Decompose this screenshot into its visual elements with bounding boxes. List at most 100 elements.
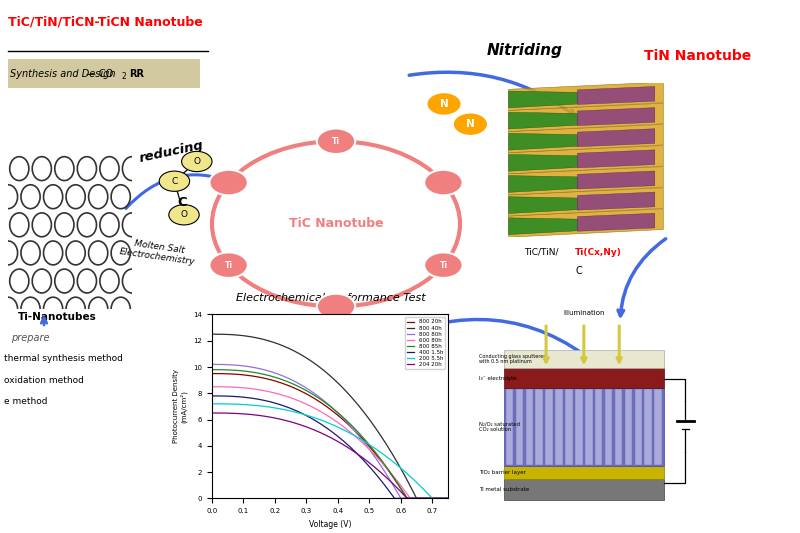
800 20h [386,470,395,477]
Text: Ti(Cx,Ny): Ti(Cx,Ny) [574,248,622,257]
Bar [575,389,582,465]
800 40h [304,357,314,363]
800 20h [384,469,394,475]
Text: O: O [194,157,200,166]
800 80h [453,495,462,502]
Text: Ti-Nanotubes: Ti-Nanotubes [18,312,96,322]
800 85h [403,495,413,502]
Polygon shape [509,209,663,237]
800 40h [384,446,394,452]
Polygon shape [509,197,578,214]
800 40h [207,331,217,337]
Text: — CO: — CO [86,69,114,78]
Polygon shape [578,108,654,126]
204 20h [386,478,395,484]
600 80h [386,469,395,475]
400 1.5h [390,495,399,502]
400 1.5h [384,488,394,494]
800 85h [207,367,217,373]
Bar [645,389,652,465]
Bar [526,389,533,465]
Text: prepare: prepare [11,333,50,343]
800 80h [237,362,246,369]
Text: TiN Nanotube: TiN Nanotube [644,49,751,63]
Text: RR: RR [129,69,144,78]
Bar [565,389,573,465]
400 1.5h [237,394,246,400]
Bar [555,389,563,465]
800 40h [412,495,422,502]
Bar [634,389,642,465]
200 5.5h [207,401,217,407]
800 85h [384,467,394,474]
Text: Ti: Ti [225,261,233,270]
800 80h [386,478,395,484]
Text: TiC Nanotube: TiC Nanotube [289,217,383,230]
Circle shape [210,170,248,195]
Text: TiC/TiN/TiCN-TiCN Nanotube: TiC/TiN/TiCN-TiCN Nanotube [8,16,202,29]
Circle shape [317,128,355,154]
Circle shape [424,170,462,195]
Bar [504,466,664,479]
800 20h [304,392,314,399]
Polygon shape [578,192,654,210]
800 85h [453,495,462,502]
800 40h [237,332,246,338]
200 5.5h [384,456,394,462]
Text: C: C [177,196,186,208]
800 20h [453,495,462,502]
600 80h [287,395,297,401]
800 80h [362,442,371,449]
Bar [625,389,632,465]
800 80h [396,495,406,502]
800 40h [386,448,395,454]
Text: e method: e method [4,397,47,406]
Line: 600 80h: 600 80h [212,387,458,498]
Text: Ti metal substrate: Ti metal substrate [479,487,529,492]
800 85h [386,470,395,476]
800 20h [287,384,297,390]
Polygon shape [578,171,654,189]
Bar [535,389,543,465]
Bar [504,368,664,387]
800 85h [287,380,297,386]
800 85h [237,368,246,374]
200 5.5h [453,495,462,502]
Text: oxidation method: oxidation method [4,376,84,385]
204 20h [453,495,462,502]
Text: Electrochemical Performance Test: Electrochemical Performance Test [235,293,426,303]
Line: 800 40h: 800 40h [212,334,458,498]
204 20h [362,457,371,464]
800 20h [237,372,246,378]
200 5.5h [428,495,438,502]
800 20h [362,440,371,446]
400 1.5h [287,406,297,412]
Line: 800 20h: 800 20h [212,374,458,498]
Bar [585,389,593,465]
Text: C: C [171,177,178,185]
204 20h [403,495,413,502]
Polygon shape [509,155,578,171]
Circle shape [424,253,462,278]
Bar [516,389,523,465]
Text: Ti: Ti [439,261,447,270]
Polygon shape [509,124,663,152]
Text: Synthesis and Design: Synthesis and Design [10,69,116,78]
Polygon shape [578,86,654,104]
200 5.5h [362,440,371,446]
Text: N: N [466,119,474,129]
800 85h [304,389,314,395]
Polygon shape [578,129,654,147]
Text: thermal synthesis method: thermal synthesis method [4,354,123,364]
Text: Nitriding: Nitriding [486,43,562,58]
200 5.5h [304,413,314,419]
Circle shape [210,253,248,278]
600 80h [207,384,217,390]
800 40h [453,495,462,502]
800 80h [384,475,394,482]
Text: Illumination: Illumination [563,310,605,316]
Legend: 800 20h, 800 40h, 800 80h, 600 80h, 800 85h, 400 1.5h, 200 5.5h, 204 20h: 800 20h, 800 40h, 800 80h, 600 80h, 800 … [405,317,446,369]
400 1.5h [207,393,217,399]
Circle shape [169,205,199,225]
200 5.5h [287,408,297,415]
